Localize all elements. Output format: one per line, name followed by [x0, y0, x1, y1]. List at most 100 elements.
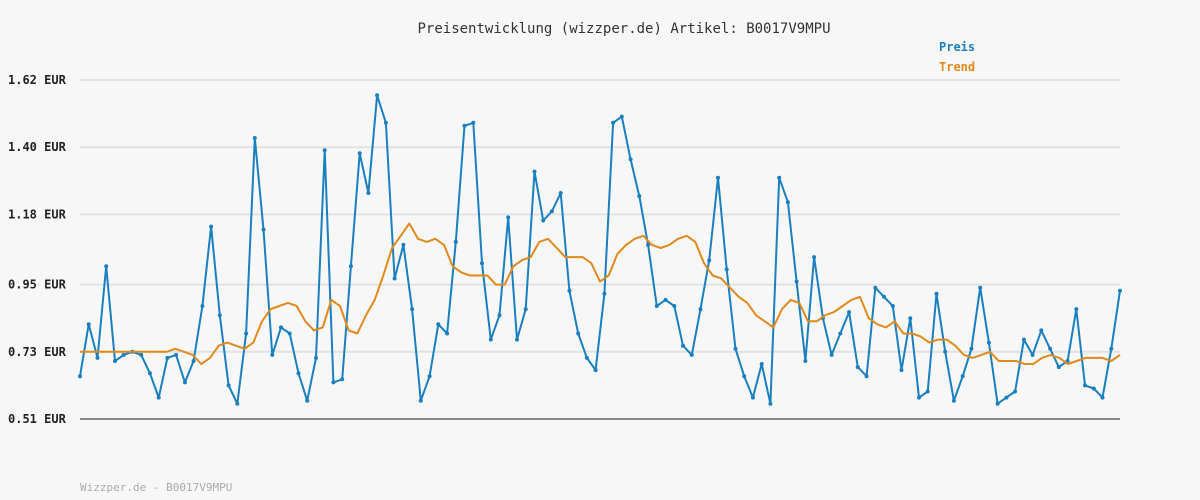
data-point-preis	[943, 349, 948, 354]
data-point-preis	[1083, 383, 1087, 388]
y-tick-label: 1.62 EUR	[8, 73, 67, 87]
data-point-preis	[113, 359, 117, 363]
series-line-preis	[79, 94, 1121, 405]
data-point-preis	[366, 191, 371, 195]
data-point-preis	[646, 242, 651, 247]
data-point-preis	[812, 255, 817, 260]
data-point-preis	[348, 264, 353, 269]
data-point-preis	[1100, 395, 1105, 400]
data-point-preis	[497, 313, 502, 318]
data-point-preis	[1048, 346, 1053, 351]
data-point-preis	[908, 316, 913, 321]
data-point-preis	[890, 304, 895, 308]
data-point-preis	[803, 359, 808, 363]
y-tick-label: 0.95 EUR	[8, 278, 67, 292]
data-point-preis	[270, 352, 275, 357]
data-point-preis	[882, 294, 886, 299]
legend-entry-trend: Trend	[939, 60, 975, 74]
data-point-preis	[480, 261, 484, 266]
data-point-preis	[628, 157, 633, 162]
data-point-preis	[410, 307, 415, 312]
grid-lines	[80, 79, 1120, 353]
data-point-preis	[1013, 389, 1018, 394]
data-point-preis	[331, 380, 336, 385]
data-point-preis	[873, 285, 878, 290]
data-point-preis	[663, 297, 668, 302]
data-point-preis	[340, 377, 345, 382]
data-point-preis	[523, 307, 528, 312]
data-point-preis	[1021, 337, 1026, 342]
data-point-preis	[689, 352, 694, 357]
data-point-preis	[209, 224, 214, 229]
data-point-preis	[147, 371, 152, 376]
data-point-preis	[558, 191, 563, 195]
y-tick-label: 0.73 EUR	[8, 345, 67, 359]
data-point-preis	[978, 285, 983, 290]
data-point-preis	[960, 374, 965, 379]
data-point-preis	[357, 151, 362, 156]
data-point-preis	[864, 374, 869, 379]
data-point-preis	[1030, 352, 1035, 357]
data-point-preis	[252, 136, 257, 140]
data-point-preis	[567, 288, 572, 293]
legend: Preis Trend	[939, 40, 975, 74]
data-point-preis	[506, 215, 511, 220]
data-point-preis	[488, 337, 493, 342]
data-point-preis	[611, 120, 616, 125]
data-point-preis	[549, 209, 554, 214]
data-point-preis	[182, 380, 187, 385]
data-point-preis	[296, 371, 301, 376]
data-point-preis	[847, 310, 852, 315]
data-point-preis	[716, 175, 720, 180]
data-point-preis	[1039, 328, 1044, 333]
data-point-preis	[777, 175, 782, 180]
data-point-preis	[436, 322, 441, 327]
data-point-preis	[1091, 386, 1096, 391]
data-point-preis	[462, 123, 467, 128]
data-point-preis	[619, 114, 624, 119]
data-point-preis	[1056, 365, 1061, 370]
data-point-preis	[427, 374, 432, 379]
data-point-preis	[1109, 346, 1114, 351]
data-point-preis	[969, 346, 974, 351]
data-point-preis	[217, 313, 222, 318]
data-point-preis	[322, 148, 327, 153]
footer-credit: Wizzper.de - B0017V9MPU	[80, 481, 232, 494]
data-point-preis	[593, 368, 598, 373]
data-point-preis	[785, 200, 790, 205]
data-point-preis	[453, 239, 458, 244]
data-point-preis	[305, 398, 310, 403]
y-axis-ticks: 0.51 EUR 0.73 EUR 0.95 EUR 1.18 EUR 1.40 EUR…	[8, 73, 67, 426]
data-point-preis	[541, 218, 546, 223]
data-point-preis	[637, 194, 642, 199]
data-point-preis	[104, 264, 109, 269]
data-point-preis	[375, 93, 380, 98]
data-point-preis	[654, 304, 659, 308]
data-point-preis	[759, 362, 764, 366]
data-point-preis	[681, 343, 685, 348]
data-point-preis	[698, 307, 703, 312]
data-point-preis	[418, 398, 423, 403]
data-point-preis	[287, 331, 292, 336]
data-point-preis	[314, 355, 318, 360]
data-point-preis	[672, 304, 677, 308]
data-point-preis	[733, 346, 738, 351]
series-line-trend	[80, 222, 1121, 365]
data-point-preis	[1118, 288, 1122, 293]
data-point-preis	[584, 355, 589, 360]
data-point-preis	[742, 374, 747, 379]
data-point-preis	[934, 291, 939, 296]
data-point-preis	[78, 374, 82, 379]
y-tick-label: 1.40 EUR	[8, 140, 67, 154]
data-point-preis	[261, 227, 266, 232]
series-group	[78, 93, 1122, 406]
data-point-preis	[724, 267, 729, 272]
data-point-preis	[951, 398, 956, 403]
data-point-preis	[200, 304, 205, 308]
data-point-preis	[383, 120, 388, 125]
data-point-preis	[1074, 307, 1079, 312]
data-point-preis	[838, 331, 843, 336]
data-point-preis	[121, 352, 126, 357]
